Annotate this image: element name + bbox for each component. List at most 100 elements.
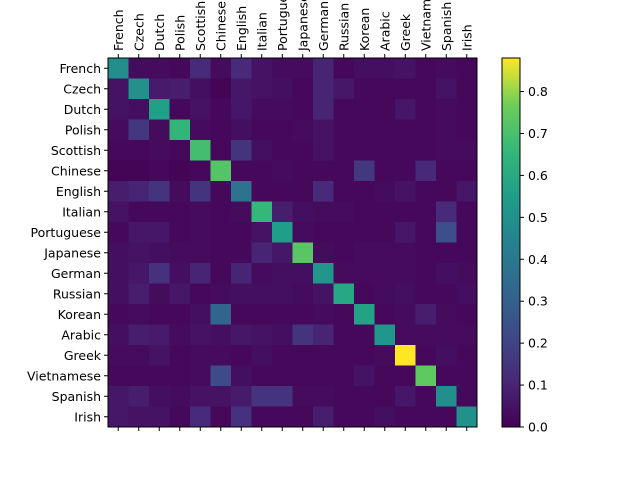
heatmap-cell bbox=[395, 119, 416, 141]
heatmap-cell bbox=[374, 386, 396, 407]
heatmap-cell bbox=[128, 324, 150, 346]
heatmap-cell bbox=[190, 365, 211, 387]
heatmap-cell bbox=[374, 304, 396, 325]
x-tick-label: Chinese bbox=[213, 1, 228, 51]
heatmap-cell bbox=[292, 78, 314, 100]
y-tick-label: Italian bbox=[62, 204, 101, 219]
heatmap-cell bbox=[108, 201, 129, 223]
heatmap-cell bbox=[149, 78, 170, 100]
heatmap-cell bbox=[128, 58, 150, 79]
heatmap-cell bbox=[190, 140, 211, 161]
heatmap-cell bbox=[354, 99, 375, 120]
heatmap-cell bbox=[210, 242, 232, 264]
heatmap-cell bbox=[272, 283, 293, 305]
colorbar-ticks: 0.0 0.1 0.2 0.3 0.4 0.5 0.6 0.7 0.8 bbox=[520, 84, 548, 435]
heatmap-cell bbox=[415, 283, 437, 305]
heatmap-cell bbox=[456, 345, 478, 366]
x-tick-label: Polish bbox=[172, 15, 187, 51]
heatmap-cell bbox=[415, 406, 437, 428]
heatmap-cell bbox=[313, 365, 334, 387]
heatmap-cell bbox=[190, 304, 211, 325]
colorbar-frame bbox=[501, 57, 521, 428]
x-axis-ticks: French Czech Dutch Polish Scottish Chinese Eng… bbox=[111, 0, 474, 431]
heatmap-cell bbox=[456, 324, 478, 346]
heatmap-cell bbox=[436, 386, 457, 407]
heatmap-cell bbox=[354, 160, 375, 182]
y-tick-label: English bbox=[56, 184, 101, 199]
x-tick-label: Russian bbox=[336, 3, 351, 51]
heatmap-cell bbox=[292, 222, 314, 243]
heatmap-cell bbox=[190, 386, 211, 407]
heatmap-cell bbox=[436, 242, 457, 264]
x-tick-label: Korean bbox=[357, 8, 372, 51]
heatmap-cell bbox=[190, 58, 211, 79]
heatmap-cell bbox=[415, 99, 437, 120]
heatmap-cell bbox=[354, 181, 375, 202]
heatmap-cell bbox=[395, 242, 416, 264]
heatmap-cell bbox=[231, 140, 252, 161]
heatmap-cell bbox=[231, 99, 252, 120]
y-tick-label: Russian bbox=[53, 286, 101, 301]
heatmap-cell bbox=[292, 99, 314, 120]
heatmap-cell bbox=[374, 365, 396, 387]
heatmap-cell bbox=[272, 324, 293, 346]
heatmap-cell bbox=[190, 406, 211, 428]
heatmap-cell bbox=[333, 58, 355, 79]
x-tick-label: German bbox=[316, 1, 331, 51]
heatmap-cell bbox=[149, 324, 170, 346]
heatmap-cell bbox=[251, 324, 273, 346]
heatmap-cell bbox=[210, 201, 232, 223]
heatmap-cell bbox=[272, 58, 293, 79]
heatmap-cell bbox=[251, 99, 273, 120]
heatmap-cell bbox=[272, 345, 293, 366]
heatmap-cell bbox=[231, 283, 252, 305]
heatmap-cell bbox=[272, 304, 293, 325]
heatmap-cell bbox=[354, 345, 375, 366]
heatmap-cell bbox=[292, 140, 314, 161]
heatmap-cell bbox=[108, 140, 129, 161]
heatmap-cell bbox=[292, 201, 314, 223]
heatmap-cell bbox=[395, 201, 416, 223]
heatmap-cell bbox=[231, 365, 252, 387]
heatmap-cell bbox=[128, 263, 150, 284]
heatmap-cell bbox=[169, 283, 191, 305]
heatmap-cell bbox=[108, 160, 129, 182]
heatmap-cell bbox=[354, 263, 375, 284]
heatmap-cell bbox=[292, 386, 314, 407]
heatmap-cell bbox=[272, 160, 293, 182]
heatmap-cell bbox=[210, 345, 232, 366]
heatmap-cell bbox=[374, 345, 396, 366]
heatmap-cell bbox=[128, 99, 150, 120]
heatmap-cell bbox=[272, 140, 293, 161]
heatmap-cell bbox=[149, 181, 170, 202]
heatmap-cell bbox=[149, 222, 170, 243]
heatmap-cell bbox=[231, 201, 252, 223]
heatmap-cell bbox=[292, 160, 314, 182]
heatmap-cell bbox=[210, 78, 232, 100]
heatmap-cell bbox=[149, 99, 170, 120]
heatmap-cell bbox=[436, 201, 457, 223]
heatmap-cell bbox=[436, 222, 457, 243]
heatmap-cell bbox=[251, 283, 273, 305]
heatmap-cell bbox=[169, 263, 191, 284]
x-tick-label: Japanese bbox=[295, 0, 310, 52]
heatmap-cell bbox=[210, 58, 232, 79]
heatmap-cell bbox=[436, 324, 457, 346]
heatmap-cell bbox=[231, 58, 252, 79]
heatmap-cell bbox=[169, 222, 191, 243]
heatmap-cell bbox=[354, 140, 375, 161]
heatmap-cell bbox=[169, 345, 191, 366]
heatmap-cell bbox=[313, 406, 334, 428]
heatmap-cell bbox=[333, 222, 355, 243]
heatmap-cell bbox=[456, 140, 478, 161]
heatmap-cell bbox=[374, 140, 396, 161]
heatmap-cell bbox=[436, 160, 457, 182]
heatmap-cell bbox=[436, 345, 457, 366]
heatmap-cell bbox=[333, 263, 355, 284]
heatmap-cell bbox=[251, 78, 273, 100]
heatmap-cell bbox=[190, 119, 211, 141]
heatmap-cell bbox=[272, 263, 293, 284]
heatmap-cell bbox=[169, 386, 191, 407]
heatmap-cell bbox=[190, 283, 211, 305]
y-tick-label: Japanese bbox=[43, 245, 101, 260]
